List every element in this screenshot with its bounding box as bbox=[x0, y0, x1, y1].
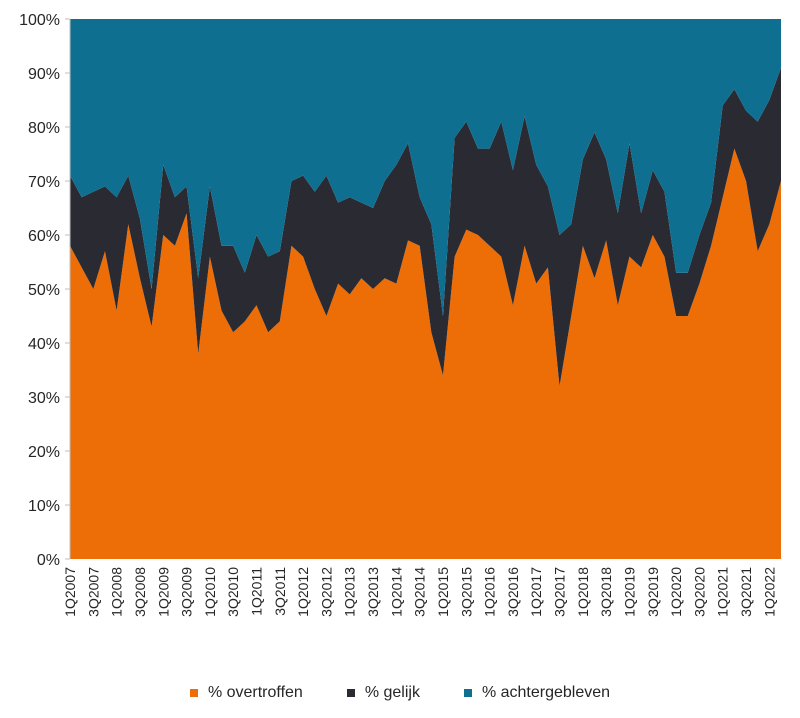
x-tick-label: 1Q2012 bbox=[295, 567, 311, 617]
legend-swatch-gelijk bbox=[346, 689, 355, 697]
x-tick-label: 1Q2011 bbox=[248, 567, 264, 616]
x-tick-label: 1Q2010 bbox=[202, 567, 218, 617]
y-tick-label: 40% bbox=[28, 336, 60, 353]
area-layers bbox=[70, 19, 781, 559]
legend-label-overtroffen: % overtroffen bbox=[207, 684, 303, 701]
stacked-area-chart: 0% 10% 20% 30% 40% 50% 60% 70% 80% 90% 100% 1Q2007… bbox=[19, 12, 781, 617]
x-tick-label: 3Q2019 bbox=[645, 567, 661, 617]
area-series-1 bbox=[70, 67, 781, 387]
x-tick-label: 3Q2017 bbox=[552, 567, 568, 617]
legend-swatch-overtroffen bbox=[189, 689, 198, 697]
y-tick-label: 0% bbox=[37, 552, 60, 569]
x-tick-label: 1Q2021 bbox=[715, 567, 731, 617]
legend-item-overtroffen: % overtroffen bbox=[189, 684, 303, 702]
y-tick-label: 60% bbox=[28, 228, 60, 245]
x-tick-label: 1Q2015 bbox=[435, 567, 451, 617]
x-tick-label: 3Q2009 bbox=[179, 567, 195, 617]
x-tick-label: 1Q2007 bbox=[62, 567, 78, 617]
x-tick-label: 3Q2012 bbox=[318, 567, 334, 617]
x-tick-label: 1Q2009 bbox=[155, 567, 171, 617]
x-tick-label: 3Q2021 bbox=[738, 567, 754, 617]
x-tick-label: 3Q2007 bbox=[85, 567, 101, 617]
x-tick-label: 3Q2011 bbox=[272, 567, 288, 616]
x-tick-label: 1Q2008 bbox=[109, 567, 125, 617]
x-tick-label: 1Q2013 bbox=[342, 567, 358, 617]
y-tick-label: 100% bbox=[19, 12, 60, 29]
y-tick-label: 20% bbox=[28, 444, 60, 461]
y-axis: 0% 10% 20% 30% 40% 50% 60% 70% 80% 90% 100% bbox=[19, 12, 70, 569]
x-tick-label: 1Q2017 bbox=[528, 567, 544, 617]
x-tick-label: 1Q2016 bbox=[482, 567, 498, 617]
legend: % overtroffen % gelijk % achtergebleven bbox=[0, 684, 800, 702]
x-axis: 1Q2007 3Q2007 1Q2008 3Q2008 1Q2009 3Q2009 1Q20… bbox=[62, 567, 777, 617]
area-series-2 bbox=[70, 19, 781, 316]
x-tick-label: 1Q2020 bbox=[668, 567, 684, 617]
x-tick-label: 3Q2013 bbox=[365, 567, 381, 617]
legend-item-achtergebleven: % achtergebleven bbox=[463, 684, 611, 702]
area-series-0 bbox=[70, 148, 781, 559]
x-tick-label: 3Q2015 bbox=[458, 567, 474, 617]
x-tick-label: 1Q2019 bbox=[621, 567, 637, 617]
x-tick-label: 3Q2010 bbox=[225, 567, 241, 617]
x-tick-label: 3Q2008 bbox=[132, 567, 148, 617]
y-tick-label: 80% bbox=[28, 120, 60, 137]
x-tick-label: 3Q2018 bbox=[598, 567, 614, 617]
y-tick-label: 10% bbox=[28, 498, 60, 515]
x-tick-label: 3Q2016 bbox=[505, 567, 521, 617]
y-tick-label: 50% bbox=[28, 282, 60, 299]
legend-label-gelijk: % gelijk bbox=[364, 684, 420, 701]
legend-item-gelijk: % gelijk bbox=[346, 684, 420, 702]
x-tick-label: 1Q2014 bbox=[388, 567, 404, 617]
x-tick-label: 3Q2014 bbox=[412, 567, 428, 617]
x-tick-label: 3Q2020 bbox=[691, 567, 707, 617]
legend-swatch-achtergebleven bbox=[463, 689, 472, 697]
y-tick-label: 90% bbox=[28, 66, 60, 83]
y-tick-label: 70% bbox=[28, 174, 60, 191]
x-tick-label: 1Q2018 bbox=[575, 567, 591, 617]
y-tick-label: 30% bbox=[28, 390, 60, 407]
x-tick-label: 1Q2022 bbox=[761, 567, 777, 617]
legend-label-achtergebleven: % achtergebleven bbox=[481, 684, 611, 701]
